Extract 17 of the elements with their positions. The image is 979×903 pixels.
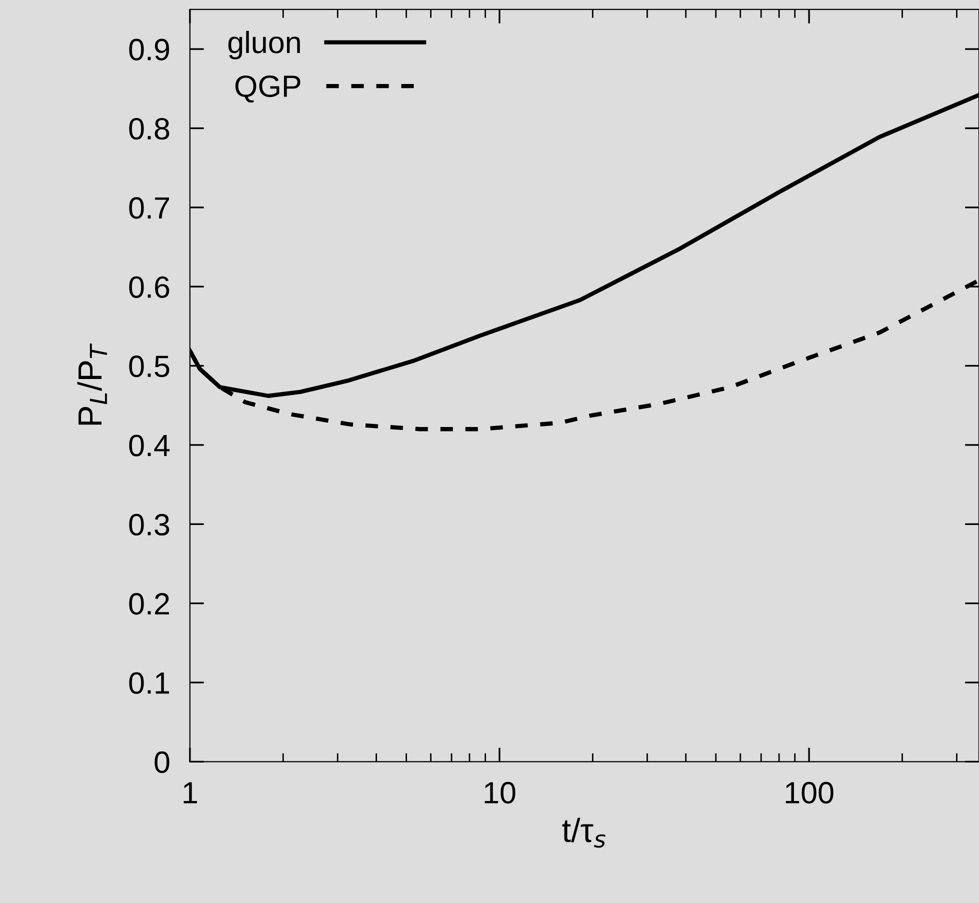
y-tick-label: 0.2 xyxy=(129,593,169,615)
x-tick-label: 100 xyxy=(786,782,834,804)
y-tick-label: 0.8 xyxy=(129,118,170,140)
legend-label: QGP xyxy=(235,75,300,103)
y-axis-title: P$_{L}$/P$_{T}$ xyxy=(77,343,107,425)
y-tick-label: 0.7 xyxy=(129,197,169,219)
x-tick-label: 1 xyxy=(184,782,197,804)
x-axis-title: t/τ$_{s}$ xyxy=(562,818,606,848)
y-tick-label: 0.6 xyxy=(129,276,170,298)
y-tick-label: 0.1 xyxy=(129,672,169,694)
y-tick-label: 0.5 xyxy=(129,356,170,378)
y-tick-label: 0.3 xyxy=(129,514,170,536)
x-tick-label: 10 xyxy=(484,782,516,804)
y-tick-label: 0 xyxy=(154,751,170,774)
legend-label: gluon xyxy=(228,30,300,60)
y-tick-label: 0.9 xyxy=(129,38,170,60)
y-tick-label: 0.4 xyxy=(129,434,170,456)
